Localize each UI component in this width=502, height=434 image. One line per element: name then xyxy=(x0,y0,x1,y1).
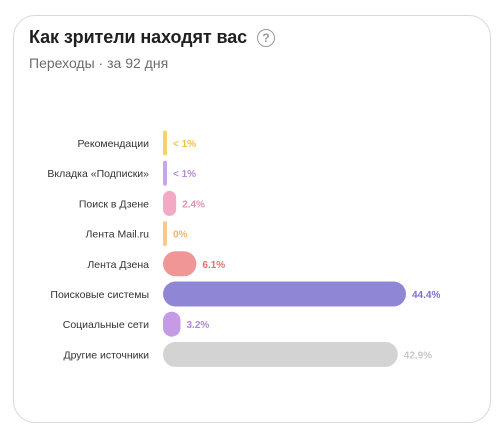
bar[interactable] xyxy=(163,130,167,156)
bar[interactable] xyxy=(163,221,167,247)
bar[interactable] xyxy=(163,160,167,186)
card-header: Как зрители находят вас ? xyxy=(29,27,276,48)
bar[interactable] xyxy=(163,190,177,216)
card-subtitle: Переходы · за 92 дня xyxy=(29,55,169,71)
bar-row: Другие источники 42.9% xyxy=(63,341,432,367)
bar[interactable] xyxy=(163,281,406,307)
category-label: Лента Дзена xyxy=(87,259,149,271)
category-label: Вкладка «Подписки» xyxy=(47,168,149,180)
value-label: 42.9% xyxy=(404,350,432,361)
bar[interactable] xyxy=(163,251,197,277)
bar-row: Лента Mail.ru 0% xyxy=(86,221,188,247)
bar[interactable] xyxy=(163,341,398,367)
question-circle-icon[interactable]: ? xyxy=(257,28,276,47)
value-label: 0% xyxy=(173,230,188,241)
category-label: Социальные сети xyxy=(63,319,149,331)
bar[interactable] xyxy=(163,311,181,337)
category-label: Другие источники xyxy=(63,349,149,361)
bar-row: Социальные сети 3.2% xyxy=(63,311,210,337)
bar-row: Поиск в Дзене 2.4% xyxy=(79,190,205,216)
bar-row: Поисковые системы 44.4% xyxy=(50,281,440,307)
category-label: Рекомендации xyxy=(77,138,149,150)
category-label: Лента Mail.ru xyxy=(86,229,150,241)
value-label: 6.1% xyxy=(202,260,225,271)
value-label: 3.2% xyxy=(187,320,210,331)
bar-row: Рекомендации < 1% xyxy=(77,130,196,156)
category-label: Поиск в Дзене xyxy=(79,198,149,210)
help-glyph: ? xyxy=(262,30,270,45)
card-title: Как зрители находят вас xyxy=(29,27,248,47)
value-label: < 1% xyxy=(173,169,196,180)
category-label: Поисковые системы xyxy=(50,289,149,301)
value-label: < 1% xyxy=(173,139,196,150)
bar-row: Вкладка «Подписки» < 1% xyxy=(47,160,196,186)
bar-row: Лента Дзена 6.1% xyxy=(87,251,225,277)
value-label: 44.4% xyxy=(412,290,440,301)
value-label: 2.4% xyxy=(182,199,205,210)
